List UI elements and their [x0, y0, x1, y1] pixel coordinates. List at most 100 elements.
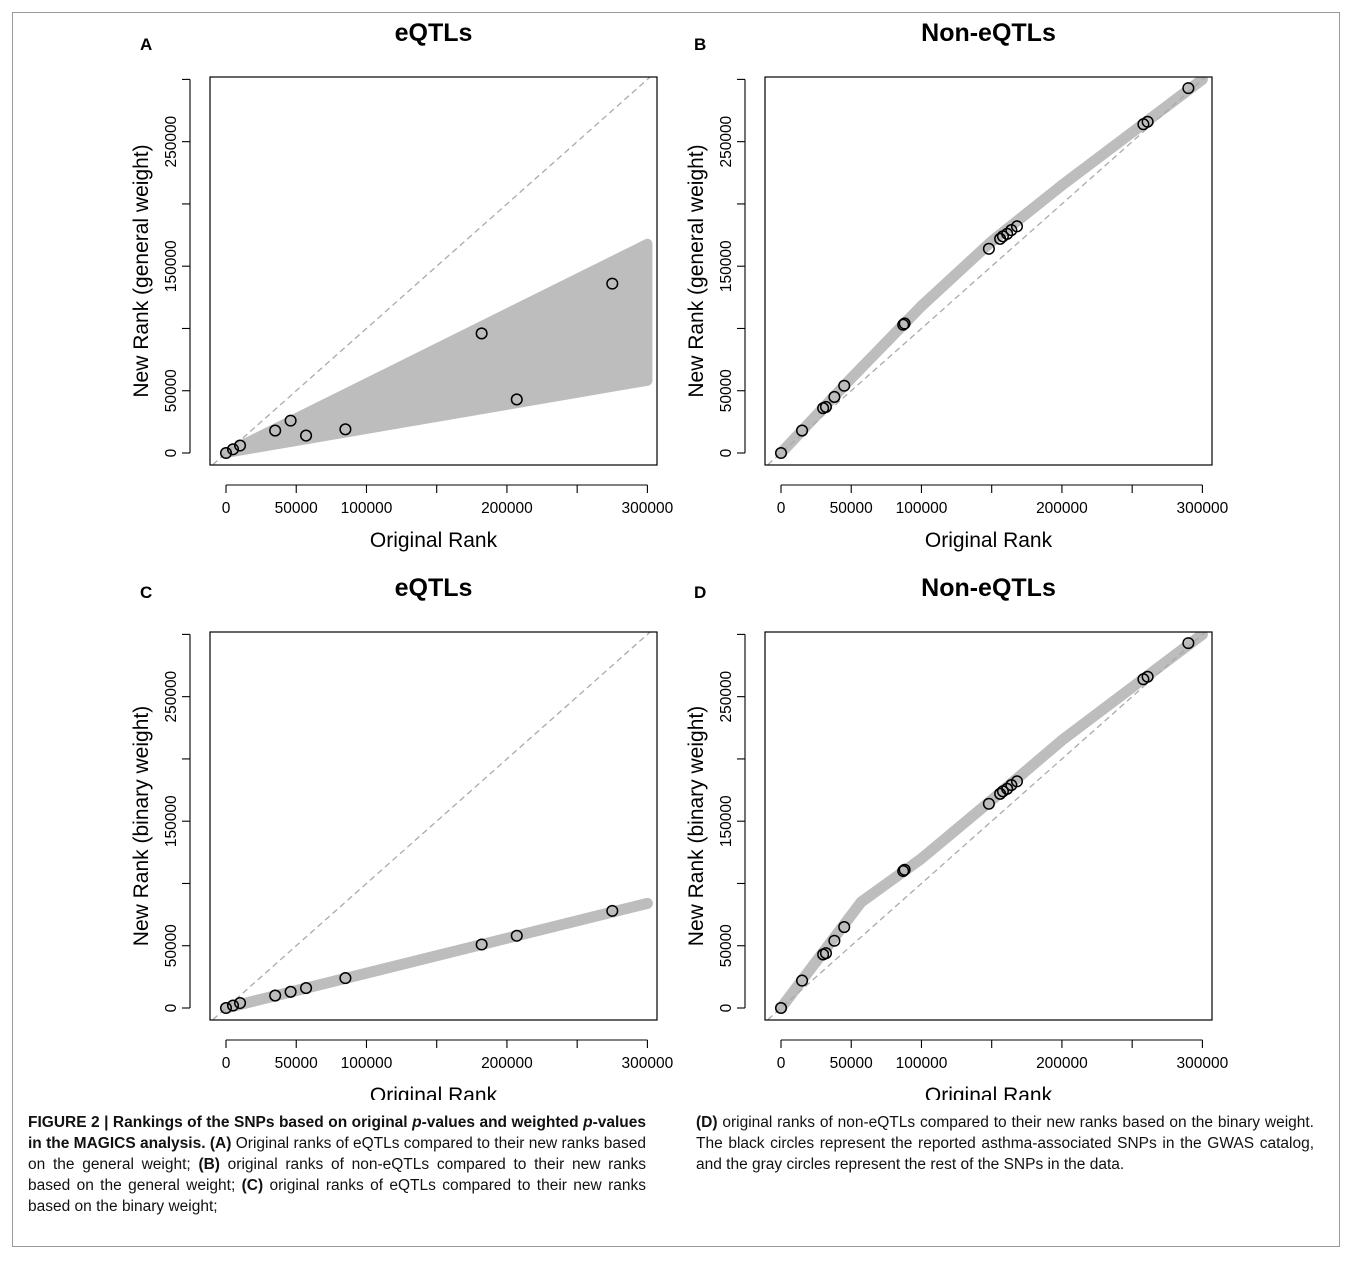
caption-lead-end: -values in the MAGICS analysis. [28, 1114, 647, 1152]
snp-point [898, 863, 911, 876]
snp-point [1001, 227, 1014, 240]
gray-snp-curve [775, 77, 1208, 459]
reference-line [211, 632, 652, 1020]
x-tick-label: 0 [222, 500, 231, 517]
caption-a-text: Original ranks of eQTLs compared to thei… [28, 1135, 647, 1173]
snp-point [828, 934, 841, 947]
snp-point [1141, 115, 1154, 128]
caption-lead-italic: p [412, 1114, 422, 1131]
y-tick-label: 0 [163, 448, 180, 457]
caption-b-label: (B) [198, 1156, 220, 1173]
y-tick-label: 250000 [163, 670, 180, 722]
snp-point [982, 797, 995, 810]
x-tick-label: 100000 [341, 1055, 393, 1072]
y-tick-label: 150000 [163, 240, 180, 292]
snp-point [606, 277, 619, 290]
x-axis-label: Original Rank [925, 1084, 1053, 1100]
y-tick-label: 50000 [163, 369, 180, 412]
plot-frame [209, 631, 658, 1021]
caption-left-column: FIGURE 2 | Rankings of the SNPs based on… [28, 1112, 646, 1217]
panel-title: Non-eQTLs [921, 574, 1056, 602]
x-axis-label: Original Rank [925, 529, 1053, 552]
snp-point [1010, 220, 1024, 233]
snp-point [898, 317, 911, 330]
plot-frame [764, 631, 1213, 1021]
x-tick-label: 0 [777, 1055, 786, 1072]
snp-point [339, 972, 352, 985]
caption-lead-italic2: p [583, 1114, 593, 1131]
panel-letter: A [140, 35, 152, 54]
y-tick-label: 50000 [718, 369, 735, 412]
snp-point [269, 989, 282, 1002]
y-tick-label: 0 [163, 1003, 180, 1012]
snp-point [774, 446, 788, 460]
plot-area [766, 632, 1208, 1020]
snp-point [510, 929, 523, 942]
snp-point [796, 424, 809, 437]
x-tick-label: 0 [777, 500, 786, 517]
snp-point [510, 393, 523, 406]
snp-point [897, 864, 910, 878]
x-tick-label: 50000 [830, 500, 873, 517]
gray-snp-cloud [221, 238, 653, 458]
x-tick-label: 300000 [1177, 1055, 1229, 1072]
x-tick-label: 200000 [481, 500, 533, 517]
snp-point [284, 985, 297, 998]
reference-line [766, 632, 1207, 1020]
caption-c-label: (C) [241, 1177, 264, 1194]
panel-a: 0 50000 100000 200000 300000 Original Rank 0 50… [130, 19, 674, 552]
snp-point [284, 414, 297, 427]
panel-c: 0 50000 100000 200000 300000 Original Rank 0 50… [130, 574, 674, 1100]
x-tick-label: 100000 [341, 500, 393, 517]
y-axis-label: New Rank (general weight) [130, 144, 153, 397]
caption-a-label: (A) [209, 1135, 232, 1152]
plot-area [211, 77, 653, 465]
x-tick-label: 100000 [896, 1055, 948, 1072]
y-axis-label: New Rank (binary weight) [685, 706, 708, 946]
caption-right-column: (D) original ranks of non-eQTLs compared… [696, 1112, 1314, 1175]
x-tick-label: 200000 [1036, 500, 1088, 517]
x-axis-label: Original Rank [370, 1084, 498, 1100]
y-tick-label: 250000 [163, 115, 180, 167]
snp-point [1182, 82, 1195, 95]
snp-point [233, 996, 247, 1010]
caption-d-text: original ranks of non-eQTLs compared to … [696, 1114, 1314, 1173]
snp-point [1001, 782, 1014, 795]
caption-b-text: original ranks of non-eQTLs compared to … [28, 1156, 646, 1194]
snp-point [339, 423, 352, 436]
snp-point [774, 1001, 788, 1015]
plot-area [211, 632, 653, 1020]
snp-point [819, 947, 832, 960]
x-tick-label: 300000 [1177, 500, 1229, 517]
caption-lead-mid: -values and weighted [421, 1114, 584, 1131]
y-tick-label: 150000 [718, 795, 735, 847]
x-tick-label: 200000 [481, 1055, 533, 1072]
y-axis-label: New Rank (general weight) [685, 144, 708, 397]
x-tick-label: 300000 [622, 500, 674, 517]
panel-d: 0 50000 100000 200000 300000 Original Rank 0 50… [685, 574, 1229, 1100]
plot-frame [764, 76, 1213, 466]
snp-point [300, 429, 313, 442]
panel-letter: D [694, 583, 706, 602]
panel-title: eQTLs [395, 574, 473, 602]
snp-point [796, 974, 809, 987]
snp-point [219, 446, 233, 460]
y-tick-label: 50000 [718, 924, 735, 967]
panel-letter: C [140, 583, 152, 602]
snp-point [226, 443, 240, 456]
snp-point [819, 400, 832, 413]
caption-lead: FIGURE 2 | Rankings of the SNPs based on… [28, 1114, 413, 1131]
snp-point [233, 439, 247, 452]
y-tick-label: 250000 [718, 670, 735, 722]
snp-point [269, 424, 282, 437]
figure-frame [12, 12, 1340, 1247]
y-axis-label: New Rank (binary weight) [130, 706, 153, 946]
x-tick-label: 0 [222, 1055, 231, 1072]
x-tick-label: 50000 [275, 1055, 318, 1072]
caption-c-text: original ranks of eQTLs compared to thei… [28, 1177, 646, 1215]
panel-letter: B [694, 35, 706, 54]
snp-point [828, 390, 841, 404]
snp-point [838, 921, 851, 934]
figure-plots: 0 50000 100000 200000 300000 Original Rank 0 50… [130, 19, 1229, 1100]
snp-point [300, 982, 313, 995]
